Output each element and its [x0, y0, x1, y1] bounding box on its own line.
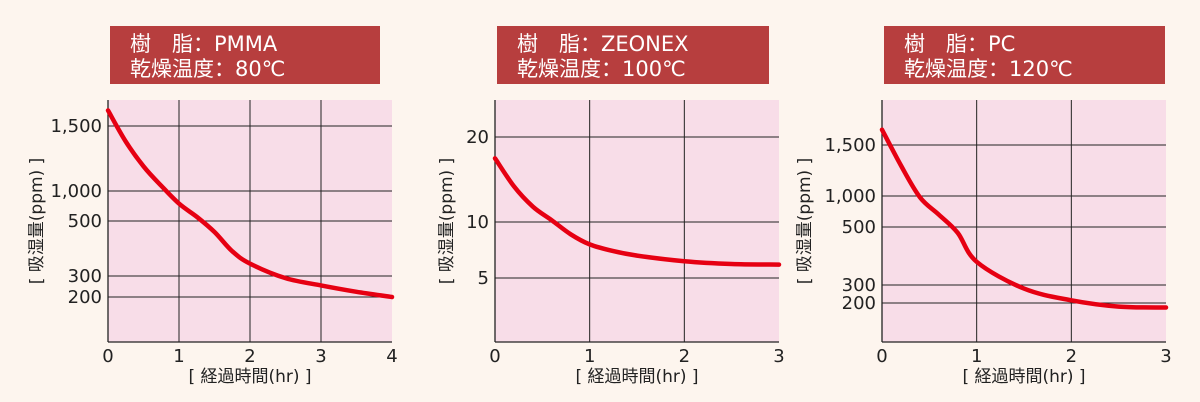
- x-tick-label: 1: [584, 346, 595, 367]
- plot-area: [882, 100, 1166, 342]
- y-tick-label: 1,500: [50, 116, 102, 137]
- moisture-curve: [879, 127, 1169, 310]
- x-axis-label: [ 経過時間(hr) ]: [962, 367, 1085, 387]
- y-tick-label: 300: [68, 266, 102, 287]
- y-tick-label: 20: [466, 127, 489, 148]
- title-temperature: 乾燥温度：80℃: [130, 57, 285, 81]
- y-axis-label: [ 吸湿量(ppm) ]: [795, 158, 815, 284]
- y-tick-label: 200: [68, 287, 102, 308]
- x-tick-label: 1: [971, 346, 982, 367]
- title-resin: 樹 脂：ZEONEX: [517, 32, 689, 56]
- title-temperature: 乾燥温度：120℃: [904, 57, 1073, 81]
- title-resin: 樹 脂：PC: [904, 32, 1015, 56]
- y-tick-label: 500: [842, 217, 876, 238]
- x-tick-label: 0: [102, 346, 113, 367]
- x-tick-label: 3: [773, 346, 784, 367]
- y-tick-label: 200: [842, 293, 876, 314]
- x-axis-label: [ 経過時間(hr) ]: [575, 367, 698, 387]
- y-tick-label: 500: [68, 211, 102, 232]
- y-tick-label: 1,000: [824, 186, 876, 207]
- plot-area: [495, 100, 779, 342]
- title-temperature: 乾燥温度：100℃: [517, 57, 686, 81]
- y-tick-label: 1,500: [824, 135, 876, 156]
- x-tick-label: 4: [386, 346, 397, 367]
- y-tick-label: 10: [466, 212, 489, 233]
- x-tick-label: 2: [679, 346, 690, 367]
- y-axis-label: [ 吸湿量(ppm) ]: [437, 158, 457, 284]
- title-resin: 樹 脂：PMMA: [130, 32, 278, 56]
- x-tick-label: 2: [1066, 346, 1077, 367]
- moisture-curve: [492, 156, 782, 267]
- y-axis-label: [ 吸湿量(ppm) ]: [27, 158, 47, 284]
- title-box: [110, 26, 380, 84]
- x-tick-label: 1: [173, 346, 184, 367]
- x-axis-label: [ 経過時間(hr) ]: [188, 367, 311, 387]
- y-tick-label: 5: [478, 268, 489, 289]
- title-box: [884, 26, 1165, 84]
- x-tick-label: 2: [244, 346, 255, 367]
- moisture-curve: [105, 108, 395, 300]
- y-tick-label: 300: [842, 275, 876, 296]
- x-tick-label: 3: [1160, 346, 1171, 367]
- x-tick-label: 0: [876, 346, 887, 367]
- x-tick-label: 3: [315, 346, 326, 367]
- y-tick-label: 1,000: [50, 181, 102, 202]
- x-tick-label: 0: [489, 346, 500, 367]
- title-box: [497, 26, 769, 84]
